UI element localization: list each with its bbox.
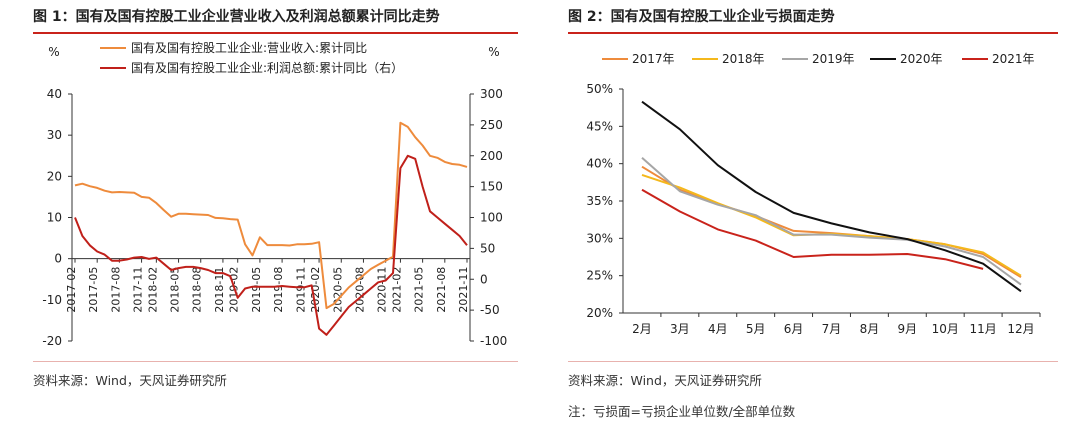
x-tick-label: 7月	[822, 322, 842, 336]
x-tick-label: 2020-11	[376, 267, 389, 313]
x-tick-label: 2019-05	[250, 267, 263, 313]
legend-label-2: 2018年	[722, 52, 765, 66]
figure-1-chart: % % 国有及国有控股工业企业:营业收入:累计同比国有及国有控股工业企业:利润总额:…	[42, 40, 507, 348]
x-tick-label: 2017-11	[132, 267, 145, 313]
right-tick-label: 200	[480, 149, 503, 163]
figure-1-source: 资料来源：Wind，天风证券研究所	[33, 373, 227, 388]
x-tick-label: 2019-08	[272, 267, 285, 313]
right-tick-label: -50	[480, 303, 500, 317]
right-tick-label: 300	[480, 87, 503, 101]
left-tick-label: 10	[47, 211, 62, 225]
x-tick-label: 2020-02	[309, 267, 322, 313]
left-unit-label: %	[48, 45, 59, 59]
x-tick-label: 2019-11	[294, 267, 307, 313]
figure-2-chart: 2017年 2018年 2019年 2020年 2021年 20% 25% 30% 35% 40%…	[586, 52, 1041, 336]
legend-label-1: 2017年	[632, 52, 675, 66]
x-tick-label: 2018-11	[213, 267, 226, 313]
x-tick-label: 3月	[670, 322, 690, 336]
y-tick-label: 25%	[586, 269, 613, 283]
left-tick-label: 0	[54, 252, 62, 266]
left-tick-label: -20	[42, 334, 62, 348]
x-tick-label: 12月	[1007, 322, 1034, 336]
legend-label-2: 国有及国有控股工业企业:利润总额:累计同比（右）	[131, 60, 403, 75]
legend-label-3: 2019年	[812, 52, 855, 66]
x-tick-label: 2018-02	[146, 267, 159, 313]
figure-2-title-rule	[568, 32, 1058, 34]
x-tick-label: 6月	[784, 322, 804, 336]
right-unit-label: %	[488, 45, 499, 59]
x-tick-label: 2021-08	[435, 267, 448, 313]
left-tick-label: 30	[47, 128, 62, 142]
y-tick-label: 30%	[586, 231, 613, 245]
series-line-5	[641, 188, 984, 270]
series-line-3	[641, 156, 1022, 286]
x-tick-label: 2021-11	[457, 267, 470, 313]
right-tick-label: 150	[480, 180, 503, 194]
y-tick-label: 35%	[586, 194, 613, 208]
figure-1-title-rule	[33, 32, 518, 34]
left-tick-label: -10	[42, 293, 62, 307]
y-tick-label: 20%	[586, 306, 613, 320]
x-tick-label: 5月	[746, 322, 766, 336]
y-tick-label: 50%	[586, 82, 613, 96]
x-tick-label: 10月	[932, 322, 959, 336]
x-tick-label: 2021-05	[413, 267, 426, 313]
legend-label-5: 2021年	[992, 52, 1035, 66]
legend-label-4: 2020年	[900, 52, 943, 66]
figure-1-source-rule	[33, 361, 518, 362]
figure-2: 图 2：国有及国有控股工业企业亏损面走势 2017年 2018年 2019年 2020…	[540, 0, 1080, 429]
x-tick-label: 2017-05	[87, 267, 100, 313]
right-tick-label: 0	[480, 272, 488, 286]
series-line-2	[74, 154, 468, 336]
right-tick-label: 50	[480, 241, 495, 255]
x-tick-label: 11月	[969, 322, 996, 336]
x-tick-label: 4月	[708, 322, 728, 336]
x-tick-label: 2017-08	[109, 267, 122, 313]
figure-2-title: 图 2：国有及国有控股工业企业亏损面走势	[568, 9, 835, 25]
series-line-1	[641, 165, 1022, 279]
figure-2-source: 资料来源：Wind，天风证券研究所	[568, 373, 762, 388]
x-tick-label: 9月	[897, 322, 917, 336]
right-tick-label: 100	[480, 211, 503, 225]
figure-1-title: 图 1：国有及国有控股工业企业营业收入及利润总额累计同比走势	[33, 9, 440, 25]
left-tick-label: 40	[47, 87, 62, 101]
x-tick-label: 2021-02	[390, 267, 403, 313]
left-tick-label: 20	[47, 169, 62, 183]
right-tick-label: -100	[480, 334, 507, 348]
series-line-4	[641, 100, 1022, 293]
figure-2-note: 注：亏损面=亏损企业单位数/全部单位数	[568, 404, 796, 419]
y-tick-label: 45%	[586, 119, 613, 133]
y-tick-label: 40%	[586, 157, 613, 171]
x-tick-label: 2018-05	[169, 267, 182, 313]
x-tick-label: 2017-02	[65, 267, 78, 313]
legend-label-1: 国有及国有控股工业企业:营业收入:累计同比	[131, 40, 367, 55]
series-line-1	[74, 121, 468, 310]
figure-2-source-rule	[568, 361, 1058, 362]
x-tick-label: 2020-05	[331, 267, 344, 313]
x-tick-label: 2018-08	[191, 267, 204, 313]
series-line-2	[641, 173, 1022, 277]
figure-1: 图 1：国有及国有控股工业企业营业收入及利润总额累计同比走势 %% 国有及国有控股…	[33, 9, 518, 388]
x-tick-label: 2月	[632, 322, 652, 336]
x-tick-label: 8月	[860, 322, 880, 336]
right-tick-label: 250	[480, 118, 503, 132]
